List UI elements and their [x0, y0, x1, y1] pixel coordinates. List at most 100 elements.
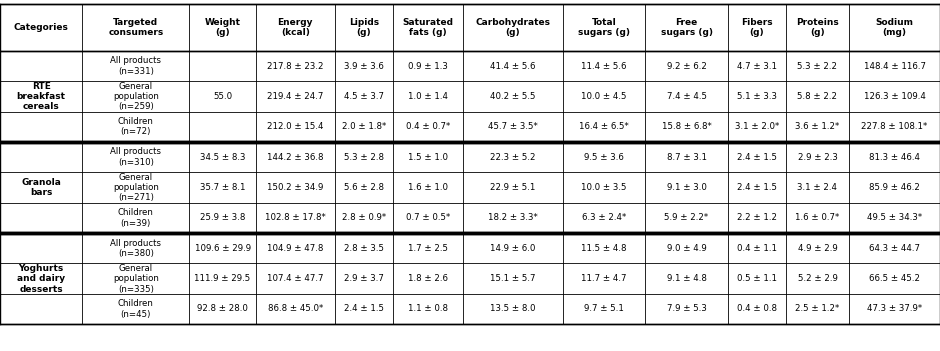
Text: 0.7 ± 0.5*: 0.7 ± 0.5* — [406, 213, 450, 223]
Text: 5.8 ± 2.2: 5.8 ± 2.2 — [797, 92, 838, 101]
Bar — [728, 142, 786, 172]
Text: 0.4 ± 0.8: 0.4 ± 0.8 — [737, 304, 776, 313]
Text: 102.8 ± 17.8*: 102.8 ± 17.8* — [265, 213, 326, 223]
Text: 7.4 ± 4.5: 7.4 ± 4.5 — [666, 92, 707, 101]
Text: 11.5 ± 4.8: 11.5 ± 4.8 — [581, 244, 627, 253]
Bar — [83, 4, 189, 51]
Text: 13.5 ± 8.0: 13.5 ± 8.0 — [491, 304, 536, 313]
Bar — [83, 51, 189, 81]
Bar — [786, 294, 849, 324]
Text: Categories: Categories — [14, 23, 69, 32]
Text: 5.3 ± 2.8: 5.3 ± 2.8 — [344, 153, 384, 162]
Text: 49.5 ± 34.3*: 49.5 ± 34.3* — [867, 213, 922, 223]
Bar — [393, 203, 463, 233]
Text: All products
(n=380): All products (n=380) — [110, 239, 162, 258]
Bar — [849, 203, 940, 233]
Text: General
population
(n=271): General population (n=271) — [113, 173, 159, 203]
Bar — [563, 233, 645, 263]
Text: 22.9 ± 5.1: 22.9 ± 5.1 — [491, 183, 536, 192]
Text: 25.9 ± 3.8: 25.9 ± 3.8 — [200, 213, 245, 223]
Text: 85.9 ± 46.2: 85.9 ± 46.2 — [870, 183, 920, 192]
Bar — [563, 203, 645, 233]
Bar — [189, 233, 256, 263]
Bar — [645, 203, 728, 233]
Bar — [849, 4, 940, 51]
Bar — [463, 294, 563, 324]
Text: 14.9 ± 6.0: 14.9 ± 6.0 — [491, 244, 536, 253]
Text: 2.2 ± 1.2: 2.2 ± 1.2 — [737, 213, 776, 223]
Text: 7.9 ± 5.3: 7.9 ± 5.3 — [666, 304, 707, 313]
Text: 2.9 ± 2.3: 2.9 ± 2.3 — [797, 153, 838, 162]
Bar — [645, 233, 728, 263]
Text: 47.3 ± 37.9*: 47.3 ± 37.9* — [867, 304, 922, 313]
Bar — [189, 203, 256, 233]
Bar — [256, 263, 335, 294]
Bar — [83, 172, 189, 203]
Bar — [786, 51, 849, 81]
Bar — [849, 142, 940, 172]
Text: All products
(n=331): All products (n=331) — [110, 57, 162, 76]
Bar — [83, 294, 189, 324]
Text: Sodium
(mg): Sodium (mg) — [875, 18, 914, 37]
Bar — [256, 233, 335, 263]
Text: 1.7 ± 2.5: 1.7 ± 2.5 — [408, 244, 448, 253]
Bar — [256, 4, 335, 51]
Bar — [335, 203, 393, 233]
Bar — [645, 112, 728, 142]
Text: 10.0 ± 3.5: 10.0 ± 3.5 — [581, 183, 627, 192]
Bar — [189, 172, 256, 203]
Bar — [189, 294, 256, 324]
Bar — [463, 172, 563, 203]
Bar — [728, 112, 786, 142]
Bar — [393, 81, 463, 112]
Bar — [786, 81, 849, 112]
Bar — [335, 142, 393, 172]
Bar — [728, 263, 786, 294]
Text: 3.1 ± 2.4: 3.1 ± 2.4 — [797, 183, 838, 192]
Bar — [563, 81, 645, 112]
Text: General
population
(n=335): General population (n=335) — [113, 264, 159, 293]
Text: 92.8 ± 28.0: 92.8 ± 28.0 — [197, 304, 248, 313]
Text: 2.0 ± 1.8*: 2.0 ± 1.8* — [342, 122, 386, 131]
Text: 18.2 ± 3.3*: 18.2 ± 3.3* — [488, 213, 538, 223]
Bar — [189, 263, 256, 294]
Bar — [849, 172, 940, 203]
Text: 1.0 ± 1.4: 1.0 ± 1.4 — [408, 92, 448, 101]
Text: 4.5 ± 3.7: 4.5 ± 3.7 — [344, 92, 384, 101]
Bar — [393, 51, 463, 81]
Text: 109.6 ± 29.9: 109.6 ± 29.9 — [195, 244, 251, 253]
Bar — [728, 172, 786, 203]
Bar — [728, 51, 786, 81]
Bar — [463, 4, 563, 51]
Text: 5.6 ± 2.8: 5.6 ± 2.8 — [344, 183, 384, 192]
Text: Children
(n=39): Children (n=39) — [118, 208, 154, 227]
Text: 2.8 ± 3.5: 2.8 ± 3.5 — [344, 244, 384, 253]
Bar — [563, 294, 645, 324]
Bar — [849, 233, 940, 263]
Text: 150.2 ± 34.9: 150.2 ± 34.9 — [267, 183, 323, 192]
Text: 1.5 ± 1.0: 1.5 ± 1.0 — [408, 153, 448, 162]
Bar — [83, 142, 189, 172]
Text: 1.1 ± 0.8: 1.1 ± 0.8 — [408, 304, 448, 313]
Text: 16.4 ± 6.5*: 16.4 ± 6.5* — [579, 122, 629, 131]
Bar — [849, 263, 940, 294]
Text: 2.4 ± 1.5: 2.4 ± 1.5 — [737, 153, 776, 162]
Text: 212.0 ± 15.4: 212.0 ± 15.4 — [267, 122, 323, 131]
Bar — [83, 112, 189, 142]
Text: 10.0 ± 4.5: 10.0 ± 4.5 — [581, 92, 627, 101]
Bar — [849, 294, 940, 324]
Text: General
population
(n=259): General population (n=259) — [113, 81, 159, 111]
Text: 148.4 ± 116.7: 148.4 ± 116.7 — [864, 61, 926, 71]
Bar — [189, 142, 256, 172]
Text: 111.9 ± 29.5: 111.9 ± 29.5 — [195, 274, 251, 283]
Text: 9.0 ± 4.9: 9.0 ± 4.9 — [666, 244, 706, 253]
Text: Children
(n=45): Children (n=45) — [118, 299, 154, 319]
Bar — [786, 233, 849, 263]
Bar — [786, 172, 849, 203]
Text: 8.7 ± 3.1: 8.7 ± 3.1 — [666, 153, 707, 162]
Text: Fibers
(g): Fibers (g) — [741, 18, 773, 37]
Text: 45.7 ± 3.5*: 45.7 ± 3.5* — [488, 122, 538, 131]
Text: 15.1 ± 5.7: 15.1 ± 5.7 — [491, 274, 536, 283]
Text: 41.4 ± 5.6: 41.4 ± 5.6 — [491, 61, 536, 71]
Bar — [563, 112, 645, 142]
